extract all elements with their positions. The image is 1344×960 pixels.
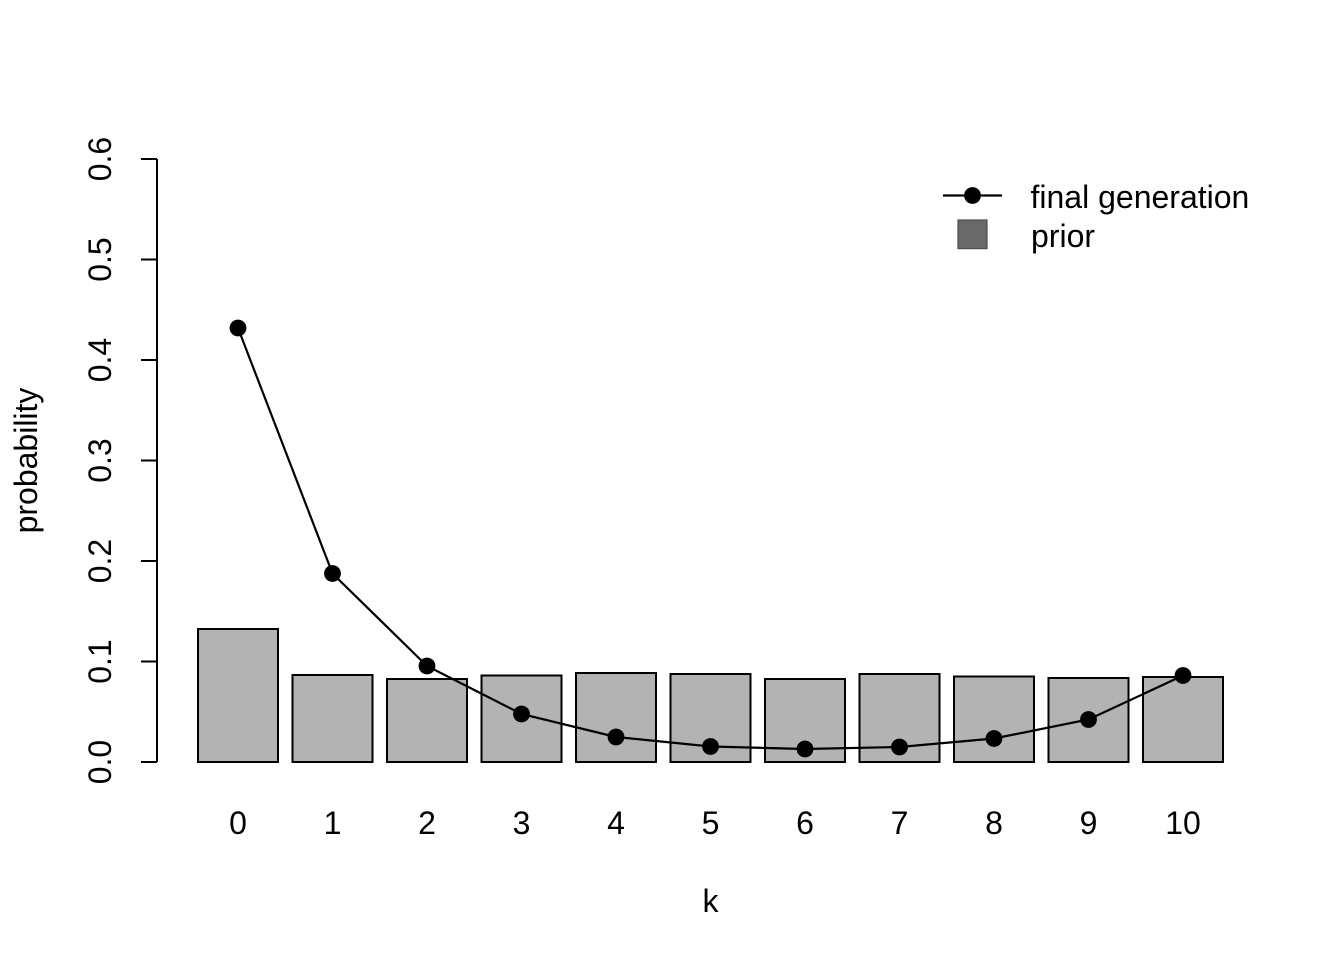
svg-text:4: 4: [607, 805, 625, 841]
svg-text:0.0: 0.0: [82, 740, 118, 784]
svg-text:k: k: [703, 883, 720, 919]
svg-text:6: 6: [796, 805, 814, 841]
svg-text:0: 0: [229, 805, 247, 841]
svg-text:7: 7: [891, 805, 909, 841]
svg-text:0.1: 0.1: [82, 639, 118, 683]
svg-text:0.3: 0.3: [82, 438, 118, 482]
svg-text:0.5: 0.5: [82, 237, 118, 281]
svg-text:probability: probability: [8, 388, 44, 534]
svg-text:final generation: final generation: [1031, 179, 1250, 215]
svg-text:9: 9: [1080, 805, 1098, 841]
svg-text:2: 2: [418, 805, 436, 841]
svg-text:0.2: 0.2: [82, 539, 118, 583]
svg-text:5: 5: [702, 805, 720, 841]
svg-text:prior: prior: [1031, 218, 1095, 254]
svg-text:10: 10: [1165, 805, 1201, 841]
svg-text:3: 3: [513, 805, 531, 841]
svg-text:0.6: 0.6: [82, 137, 118, 181]
svg-text:8: 8: [985, 805, 1003, 841]
svg-text:1: 1: [324, 805, 342, 841]
svg-text:0.4: 0.4: [82, 338, 118, 382]
